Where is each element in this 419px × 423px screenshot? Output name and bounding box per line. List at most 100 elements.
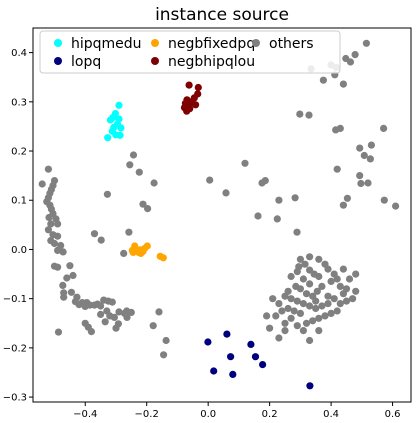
point-negbhipqlou bbox=[185, 81, 193, 89]
point-others bbox=[54, 232, 62, 240]
point-lopq bbox=[223, 330, 231, 338]
point-others bbox=[295, 263, 303, 271]
y-tick-label: 0.3 bbox=[11, 97, 27, 108]
point-hipqmedu bbox=[106, 116, 114, 124]
point-lopq bbox=[229, 370, 237, 378]
point-negbhipqlou bbox=[194, 83, 202, 92]
point-others bbox=[339, 201, 347, 209]
point-others bbox=[293, 322, 301, 330]
y-axis: −0.3 −0.2 −0.1 0.0 0.1 0.2 0.3 0.4 bbox=[3, 48, 33, 404]
point-others bbox=[63, 274, 71, 282]
point-others bbox=[380, 124, 388, 132]
point-others bbox=[318, 282, 326, 290]
legend-marker-negbfixedpq bbox=[151, 39, 159, 47]
point-others bbox=[392, 202, 400, 210]
point-others bbox=[97, 302, 105, 310]
point-others bbox=[281, 292, 289, 300]
point-others bbox=[309, 317, 317, 325]
point-others bbox=[269, 295, 277, 303]
points-layer bbox=[38, 39, 400, 390]
point-hipqmedu bbox=[117, 124, 125, 132]
point-others bbox=[75, 301, 83, 309]
point-others bbox=[273, 215, 281, 223]
point-others bbox=[293, 228, 301, 236]
y-tick-label: −0.3 bbox=[3, 393, 27, 404]
legend: hipqmedu negbfixedpq others lopq negbhipqlou bbox=[39, 30, 341, 74]
point-others bbox=[302, 319, 311, 327]
point-lopq bbox=[251, 353, 260, 361]
point-others bbox=[349, 295, 357, 303]
point-others bbox=[275, 196, 283, 204]
y-tick-label: 0.4 bbox=[11, 48, 27, 59]
point-others bbox=[352, 270, 360, 278]
point-others bbox=[47, 220, 55, 228]
point-others bbox=[315, 272, 323, 281]
point-others bbox=[296, 110, 304, 118]
point-others bbox=[291, 194, 299, 202]
point-others bbox=[312, 304, 320, 313]
point-others bbox=[339, 80, 347, 88]
point-others bbox=[321, 312, 329, 320]
point-lopq bbox=[259, 361, 267, 369]
point-lopq bbox=[204, 338, 212, 346]
point-others bbox=[306, 302, 314, 310]
point-lopq bbox=[227, 353, 235, 361]
point-others bbox=[272, 312, 280, 320]
point-others bbox=[296, 255, 304, 263]
point-others bbox=[126, 161, 134, 169]
point-others bbox=[129, 151, 138, 159]
point-others bbox=[266, 324, 274, 332]
point-others bbox=[206, 176, 214, 184]
x-tick-label: 0.6 bbox=[385, 409, 401, 420]
x-tick-label: −0.4 bbox=[73, 409, 97, 420]
point-others bbox=[336, 124, 344, 132]
point-others bbox=[281, 327, 289, 335]
point-others bbox=[263, 312, 271, 320]
point-others bbox=[87, 328, 95, 336]
y-tick-label: 0.1 bbox=[11, 196, 27, 207]
point-others bbox=[38, 180, 46, 188]
point-others bbox=[115, 308, 123, 316]
point-others bbox=[313, 287, 321, 295]
point-others bbox=[356, 144, 364, 152]
point-others bbox=[139, 200, 147, 208]
point-others bbox=[301, 260, 309, 268]
point-others bbox=[346, 58, 355, 66]
chart-title: instance source bbox=[155, 5, 289, 25]
point-others bbox=[287, 272, 295, 281]
point-others bbox=[44, 226, 53, 234]
point-others bbox=[351, 51, 359, 59]
point-others bbox=[299, 327, 307, 335]
x-tick-label: 0.2 bbox=[262, 409, 278, 420]
point-others bbox=[305, 111, 313, 119]
point-negbhipqlou bbox=[192, 101, 200, 109]
point-others bbox=[127, 308, 135, 316]
y-tick-label: −0.2 bbox=[3, 343, 27, 354]
point-others bbox=[306, 336, 314, 345]
point-others bbox=[261, 177, 269, 185]
point-others bbox=[299, 275, 307, 283]
point-others bbox=[299, 300, 307, 308]
point-others bbox=[315, 255, 323, 263]
point-negbfixedpq bbox=[137, 249, 145, 257]
point-others bbox=[241, 159, 249, 167]
point-others bbox=[327, 277, 335, 285]
legend-marker-lopq bbox=[54, 57, 62, 65]
point-others bbox=[54, 246, 62, 254]
point-others bbox=[67, 288, 75, 296]
point-others bbox=[362, 39, 370, 47]
point-others bbox=[125, 228, 133, 236]
point-others bbox=[278, 307, 286, 315]
point-others bbox=[333, 307, 341, 315]
point-others bbox=[306, 253, 314, 261]
point-others bbox=[360, 151, 368, 160]
point-others bbox=[293, 297, 301, 305]
point-others bbox=[333, 165, 341, 173]
point-others bbox=[352, 287, 360, 295]
point-others bbox=[69, 271, 77, 280]
point-others bbox=[336, 282, 344, 290]
point-others bbox=[287, 295, 295, 303]
plot-frame bbox=[32, 27, 412, 403]
point-others bbox=[54, 220, 62, 228]
